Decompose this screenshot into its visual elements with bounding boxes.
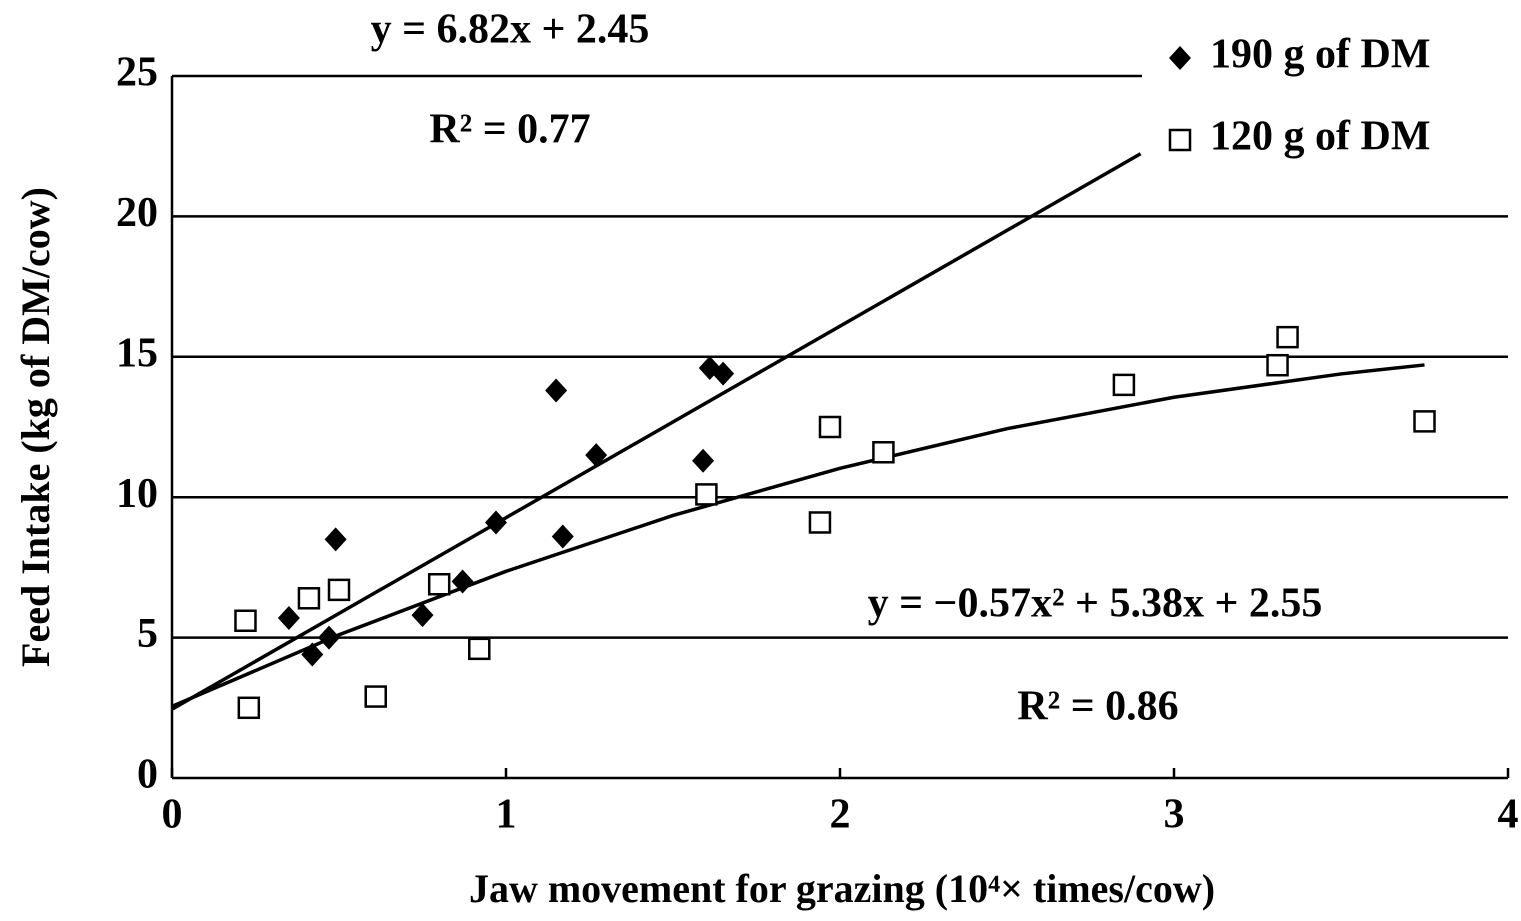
diamond-marker [301,642,324,667]
square-marker [364,685,387,708]
annotation: y = 6.82x + 2.45 [371,7,650,53]
x-tick-label: 3 [1164,792,1185,838]
diamond-marker [551,524,574,549]
x-tick-label: 4 [1498,792,1519,838]
legend-label: 120 g of DM [1210,114,1430,160]
diamond-marker [1169,46,1191,70]
square-marker [1112,373,1136,397]
trendline [171,152,1142,711]
y-tick-label: 0 [137,752,158,798]
square-marker [1413,410,1436,433]
diamond-marker [277,605,300,630]
square-marker [808,511,832,534]
y-tick-label: 15 [116,330,158,376]
diamond-marker [712,361,735,386]
square-marker [872,441,895,464]
annotation: y = −0.57x² + 5.38x + 2.55 [868,581,1323,627]
annotation: R² = 0.86 [1017,684,1178,730]
legend-label: 190 g of DM [1210,32,1430,78]
square-marker [1266,353,1289,377]
legend-bg [1142,20,1521,180]
y-tick-label: 5 [137,611,158,657]
y-axis-title: Feed Intake (kg of DM/cow) [13,187,58,667]
diamond-marker [692,448,715,473]
diamond-marker [317,625,340,650]
diamond-marker [585,443,608,468]
x-tick-label: 2 [830,792,851,838]
y-tick-label: 20 [116,190,158,236]
x-tick-label: 1 [496,792,517,838]
square-marker [234,609,257,633]
x-tick-label: 0 [162,792,183,838]
square-marker [237,696,261,720]
trendline [171,363,1425,709]
square-marker [468,637,491,661]
square-marker [695,483,718,506]
square-marker [427,572,451,596]
x-axis-title: Jaw movement for grazing (10⁴× times/cow… [469,866,1215,911]
diamond-marker [484,510,507,535]
square-marker [818,415,842,439]
square-marker [297,587,321,610]
square-marker [1168,128,1192,152]
y-tick-label: 10 [116,471,158,517]
diamond-marker [411,603,434,628]
square-marker [1276,325,1299,349]
square-marker [327,578,351,602]
diamond-marker [324,527,347,552]
y-tick-label: 25 [116,50,158,96]
diamond-marker [451,569,474,594]
diamond-marker [545,378,568,403]
annotation: R² = 0.77 [429,107,590,153]
